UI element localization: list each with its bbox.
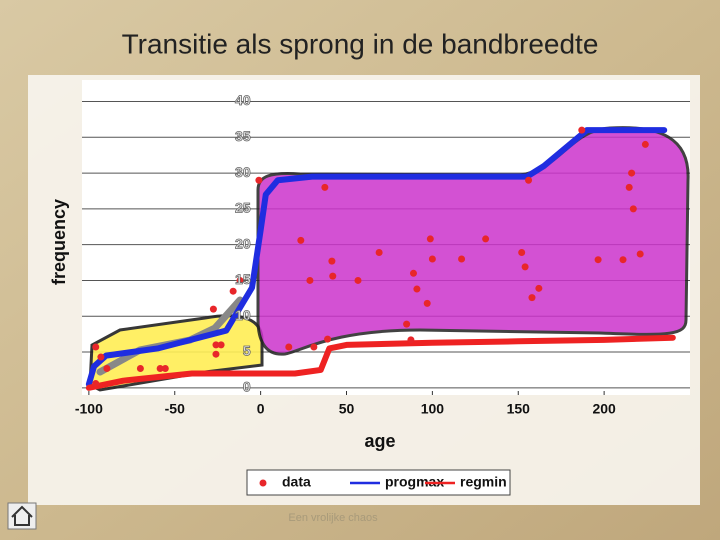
x-tick-label: 0 <box>257 401 265 417</box>
data-point <box>525 176 533 184</box>
data-point <box>518 249 526 257</box>
slide-title: Transitie als sprong in de bandbreedte <box>122 28 599 59</box>
y-axis-label: frequency <box>49 199 69 285</box>
legend-label: progmax <box>385 474 444 490</box>
y-tick-label: 5 <box>243 343 251 359</box>
data-point <box>428 255 436 263</box>
data-point <box>629 205 637 213</box>
data-point <box>321 183 329 191</box>
y-tick-label: 35 <box>235 128 251 144</box>
y-tick-label: 20 <box>235 235 251 251</box>
data-point <box>103 365 111 373</box>
data-point <box>212 341 220 349</box>
data-point <box>297 236 305 244</box>
series-line <box>85 334 676 391</box>
data-point <box>521 263 529 271</box>
data-point <box>324 335 332 343</box>
marks <box>85 126 676 391</box>
home-icon[interactable] <box>11 505 33 526</box>
data-point <box>628 169 636 177</box>
data-point <box>161 365 169 373</box>
legend-marker <box>259 479 267 487</box>
series-line <box>85 127 668 388</box>
data-point <box>255 176 263 184</box>
data-point <box>375 249 383 257</box>
y-tick-label: 25 <box>235 200 251 216</box>
data-point <box>329 272 337 280</box>
data-point <box>413 285 421 293</box>
x-tick-label: -100 <box>75 401 103 417</box>
data-point <box>92 380 100 388</box>
y-tick-label: 30 <box>235 164 251 180</box>
x-tick-label: -50 <box>165 401 185 417</box>
data-point <box>578 126 586 134</box>
x-tick-label: 200 <box>592 401 616 417</box>
y-tick-label: 10 <box>235 307 251 323</box>
x-tick-label: 100 <box>421 401 445 417</box>
data-point <box>625 183 633 191</box>
data-point <box>594 256 602 264</box>
legend-label: data <box>282 474 311 490</box>
data-point <box>285 343 293 351</box>
data-point <box>97 353 105 361</box>
data-point <box>92 343 100 351</box>
data-point <box>212 350 220 358</box>
legend: data progmax regmin <box>259 474 507 490</box>
data-point <box>423 299 431 307</box>
data-point <box>136 365 144 373</box>
data-point <box>426 235 434 243</box>
data-point <box>354 276 362 284</box>
y-tick-label: 15 <box>235 271 251 287</box>
x-axis-label: age <box>364 431 395 451</box>
data-point <box>156 365 164 373</box>
data-point <box>528 294 536 302</box>
data-point <box>619 256 627 264</box>
data-point <box>409 269 417 277</box>
data-point <box>403 320 411 328</box>
x-tick-label: 50 <box>339 401 355 417</box>
home-button[interactable] <box>7 502 37 530</box>
data-point <box>636 250 644 258</box>
legend-box <box>246 469 511 496</box>
data-point <box>306 276 314 284</box>
data-point <box>328 257 336 265</box>
legend-label: regmin <box>460 474 507 490</box>
data-point <box>209 305 217 313</box>
data-point <box>482 235 490 243</box>
data-point <box>407 336 415 344</box>
data-point <box>236 276 244 284</box>
y-tick-label: 40 <box>235 92 251 108</box>
x-tick-label: 150 <box>507 401 531 417</box>
footer: Een vrolijke chaos <box>288 512 378 524</box>
data-point <box>535 284 543 292</box>
data-point <box>310 343 318 351</box>
data-point <box>229 287 237 295</box>
data-point <box>641 140 649 148</box>
y-tick-label: 0 <box>243 379 251 395</box>
data-point <box>458 255 466 263</box>
data-point <box>217 341 225 349</box>
